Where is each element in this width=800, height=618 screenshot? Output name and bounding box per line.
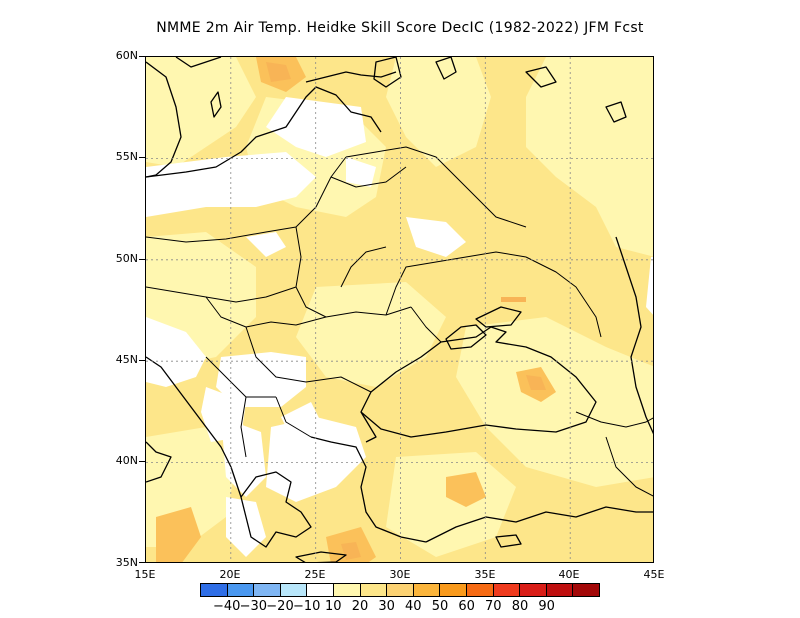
legend-swatch xyxy=(280,584,308,596)
legend-swatch xyxy=(466,584,494,596)
lat-label-55n: 55N xyxy=(115,150,138,163)
legend-label: 10 xyxy=(325,599,342,614)
legend-label: −40 xyxy=(212,599,241,614)
legend-swatch xyxy=(546,584,574,596)
high-skill-patches xyxy=(266,62,546,560)
lon-label-45e: 45E xyxy=(643,568,665,581)
map-title: NMME 2m Air Temp. Heidke Skill Score Dec… xyxy=(156,20,644,36)
lon-label-30e: 30E xyxy=(389,568,411,581)
legend-swatch xyxy=(360,584,388,596)
lon-label-35e: 35E xyxy=(474,568,496,581)
map-canvas xyxy=(146,57,653,562)
lon-label-25e: 25E xyxy=(304,568,326,581)
legend-label: −30 xyxy=(239,599,268,614)
lat-tick xyxy=(139,360,145,361)
legend-label: 60 xyxy=(458,599,475,614)
legend-swatch xyxy=(254,584,281,596)
legend-swatch xyxy=(573,584,599,596)
lon-label-20e: 20E xyxy=(219,568,241,581)
color-legend xyxy=(200,583,600,597)
legend-label: 20 xyxy=(351,599,369,614)
lat-tick xyxy=(139,259,145,260)
legend-swatch xyxy=(413,584,441,596)
legend-swatch xyxy=(440,584,467,596)
lat-tick xyxy=(139,562,145,563)
lat-label-45n: 45N xyxy=(115,353,138,366)
legend-swatch xyxy=(333,584,361,596)
legend-swatch xyxy=(520,584,547,596)
legend-labels: −40 −30 −20 −10 10 20 30 40 50 60 70 80 … xyxy=(200,599,600,615)
lat-label-40n: 40N xyxy=(115,454,138,467)
lat-tick xyxy=(139,461,145,462)
legend-label: 90 xyxy=(538,599,555,614)
legend-label: −20 xyxy=(266,599,294,614)
skill-score-map xyxy=(145,56,654,563)
legend-label: 50 xyxy=(431,599,449,614)
legend-label: −10 xyxy=(292,599,321,614)
legend-swatch xyxy=(227,584,255,596)
legend-label: 80 xyxy=(511,599,529,614)
legend-swatch xyxy=(387,584,414,596)
lat-label-50n: 50N xyxy=(115,252,138,265)
legend-label: 30 xyxy=(378,599,395,614)
legend-label: 70 xyxy=(485,599,502,614)
lat-tick xyxy=(139,56,145,57)
legend-swatch xyxy=(493,584,521,596)
coastlines-and-borders xyxy=(146,57,653,562)
legend-swatch xyxy=(201,584,228,596)
lat-label-35n: 35N xyxy=(115,556,138,569)
legend-swatch xyxy=(307,584,334,596)
legend-label: 40 xyxy=(405,599,422,614)
lat-tick xyxy=(139,157,145,158)
lon-label-15e: 15E xyxy=(134,568,156,581)
lat-label-60n: 60N xyxy=(115,49,138,62)
lon-label-40e: 40E xyxy=(558,568,580,581)
